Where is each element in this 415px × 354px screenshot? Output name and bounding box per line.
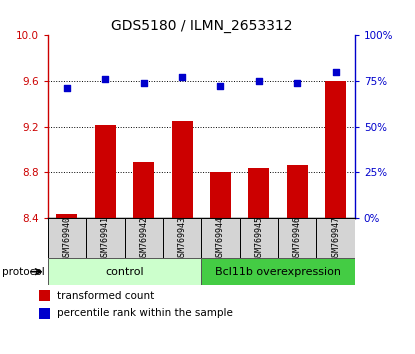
Point [102,76,109,82]
Bar [95,125,116,218]
Point [179,74,186,80]
Bar [56,214,78,218]
FancyBboxPatch shape [201,218,240,258]
FancyBboxPatch shape [86,218,124,258]
Text: GSM769940: GSM769940 [62,216,71,261]
Text: GSM769947: GSM769947 [331,216,340,261]
Bar [325,81,346,218]
Bar [248,167,269,218]
FancyBboxPatch shape [240,218,278,258]
Point [63,85,70,91]
FancyBboxPatch shape [201,258,355,285]
Point [332,69,339,75]
Point [294,80,300,86]
Text: control: control [105,267,144,277]
FancyBboxPatch shape [124,218,163,258]
Bar [171,121,193,218]
Bar [133,162,154,218]
Text: GSM769944: GSM769944 [216,216,225,261]
Text: GSM769941: GSM769941 [101,216,110,261]
Text: Bcl11b overexpression: Bcl11b overexpression [215,267,341,277]
Bar [39,308,51,319]
Bar [210,172,231,218]
Text: GSM769942: GSM769942 [139,216,148,261]
Text: protocol: protocol [2,267,45,277]
Text: percentile rank within the sample: percentile rank within the sample [57,308,233,318]
FancyBboxPatch shape [316,218,355,258]
Point [140,80,147,86]
FancyBboxPatch shape [278,218,316,258]
Bar [39,290,51,301]
Text: GSM769943: GSM769943 [178,216,187,261]
Point [217,84,224,89]
FancyBboxPatch shape [48,258,201,285]
Text: transformed count: transformed count [57,291,154,301]
Bar [287,165,308,218]
FancyBboxPatch shape [48,218,86,258]
Title: GDS5180 / ILMN_2653312: GDS5180 / ILMN_2653312 [110,19,292,33]
Text: GSM769946: GSM769946 [293,216,302,261]
FancyBboxPatch shape [163,218,201,258]
Text: GSM769945: GSM769945 [254,216,264,261]
Point [256,78,262,84]
